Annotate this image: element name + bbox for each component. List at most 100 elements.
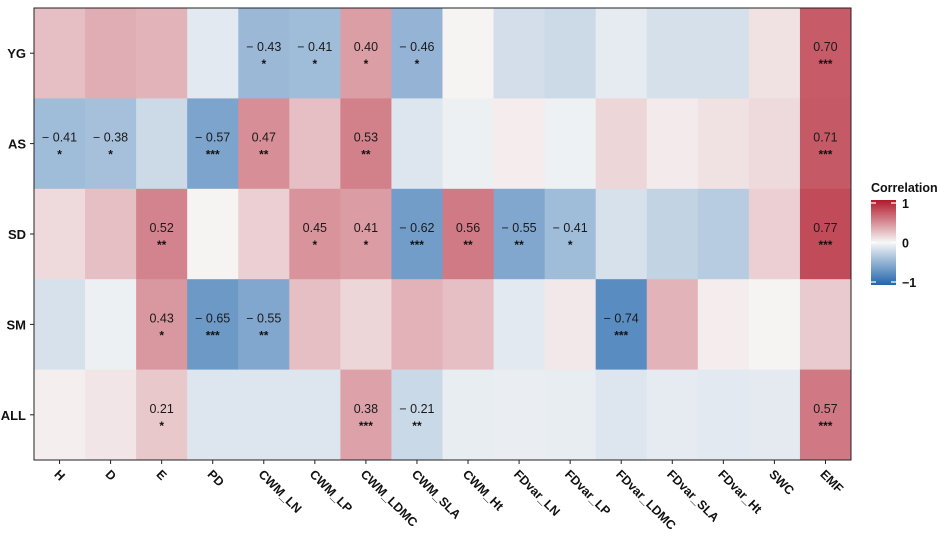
cell-significance-label: ** [259, 148, 269, 162]
cell-sd-h [34, 188, 86, 280]
cell-all-cwm-ln [238, 369, 290, 461]
cell-as-fdvar-ln [493, 98, 546, 190]
cell-sm-h [34, 279, 86, 371]
cell-value-label: 0.70 [813, 40, 837, 54]
cell-as-e [136, 98, 188, 190]
cell-yg-cwm-ln [238, 8, 290, 99]
cell-sm-fdvar-ldmc [595, 279, 648, 371]
cell-value-label: − 0.57 [195, 131, 230, 145]
cell-as-swc [748, 98, 801, 190]
cell-sm-cwm-ht [442, 279, 495, 371]
cell-significance-label: *** [818, 148, 832, 162]
cell-value-label: − 0.43 [246, 40, 281, 54]
cell-all-cwm-lp [289, 369, 341, 461]
cell-sd-d [85, 188, 137, 280]
column-label-e: E [154, 467, 170, 483]
cell-as-cwm-sla [391, 98, 443, 190]
row-label-yg: YG [7, 46, 26, 61]
cell-value-label: − 0.41 [42, 131, 77, 145]
cell-as-fdvar-ldmc [595, 98, 648, 190]
cell-significance-label: * [108, 148, 113, 162]
cell-as-h [34, 98, 86, 190]
cell-as-cwm-ldmc [340, 98, 392, 190]
cell-sd-fdvar-ln [493, 188, 546, 280]
cell-sm-cwm-lp [289, 279, 341, 371]
column-label-pd: PD [205, 467, 227, 489]
cell-all-emf [799, 369, 852, 461]
cell-significance-label: *** [206, 328, 220, 342]
column-label-cwm-lp: CWM_LP [307, 467, 355, 515]
cell-significance-label: * [568, 238, 573, 252]
cell-sm-fdvar-ht [697, 279, 750, 371]
cell-yg-cwm-ht [442, 8, 495, 99]
cell-as-d [85, 98, 137, 190]
cell-yg-emf [799, 8, 852, 99]
cell-sm-fdvar-sla [646, 279, 699, 371]
cell-value-label: 0.53 [354, 131, 378, 145]
cell-as-cwm-lp [289, 98, 341, 190]
cell-significance-label: ** [412, 419, 422, 433]
cell-significance-label: * [313, 238, 318, 252]
cell-yg-fdvar-lp [544, 8, 597, 99]
legend-tick-label: −1 [902, 276, 916, 290]
cell-sm-fdvar-ln [493, 279, 546, 371]
cell-value-label: − 0.55 [246, 311, 281, 325]
cell-sm-cwm-sla [391, 279, 443, 371]
cell-as-cwm-ht [442, 98, 495, 190]
cell-value-label: 0.43 [149, 311, 173, 325]
cell-all-fdvar-lp [544, 369, 597, 461]
column-label-cwm-ht: CWM_Ht [460, 467, 507, 514]
cell-significance-label: *** [359, 419, 373, 433]
cell-significance-label: * [261, 57, 266, 71]
cell-sd-emf [799, 188, 852, 280]
cell-value-label: 0.21 [149, 402, 173, 416]
cell-yg-pd [187, 8, 239, 99]
cell-significance-label: * [159, 328, 164, 342]
cell-value-label: − 0.65 [195, 311, 230, 325]
legend-tick-label: 1 [902, 197, 909, 211]
row-labels: YG AS SD SM ALL [1, 46, 34, 423]
cell-as-fdvar-sla [646, 98, 699, 190]
cell-sm-emf [799, 279, 852, 371]
cell-sd-swc [748, 188, 801, 280]
cell-value-label: − 0.38 [93, 131, 128, 145]
cell-significance-label: * [364, 238, 369, 252]
cell-sd-e [136, 188, 188, 280]
cell-all-cwm-ldmc [340, 369, 392, 461]
cell-all-fdvar-ht [697, 369, 750, 461]
cell-significance-label: ** [463, 238, 473, 252]
cell-value-label: 0.40 [354, 40, 378, 54]
cell-yg-cwm-ldmc [340, 8, 392, 99]
column-label-swc: SWC [766, 467, 797, 498]
cell-sd-cwm-lp [289, 188, 341, 280]
cell-sd-fdvar-lp [544, 188, 597, 280]
cell-yg-fdvar-ldmc [595, 8, 648, 99]
cell-yg-e [136, 8, 188, 99]
cell-sm-fdvar-lp [544, 279, 597, 371]
row-label-all: ALL [1, 408, 26, 423]
cell-all-e [136, 369, 188, 461]
column-label-fdvar-ln: FDvar_LN [511, 467, 563, 519]
cell-significance-label: ** [361, 148, 371, 162]
cell-significance-label: * [159, 419, 164, 433]
cell-all-cwm-ht [442, 369, 495, 461]
legend: Correlation 1 0 −1 [871, 181, 938, 290]
column-label-cwm-sla: CWM_SLA [409, 467, 464, 522]
column-label-h: H [51, 467, 67, 483]
cell-yg-fdvar-sla [646, 8, 699, 99]
legend-title: Correlation [871, 181, 938, 195]
cell-significance-label: * [415, 57, 420, 71]
cell-value-label: − 0.46 [399, 40, 434, 54]
cell-yg-d [85, 8, 137, 99]
cell-significance-label: * [313, 57, 318, 71]
cell-value-label: 0.77 [813, 221, 837, 235]
row-label-as: AS [8, 137, 26, 152]
cell-all-fdvar-ln [493, 369, 546, 461]
row-label-sd: SD [8, 227, 26, 242]
cell-sd-pd [187, 188, 239, 280]
cell-value-label: 0.38 [354, 402, 378, 416]
cell-significance-label: *** [206, 148, 220, 162]
cell-value-label: 0.56 [456, 221, 480, 235]
cell-value-label: 0.41 [354, 221, 378, 235]
